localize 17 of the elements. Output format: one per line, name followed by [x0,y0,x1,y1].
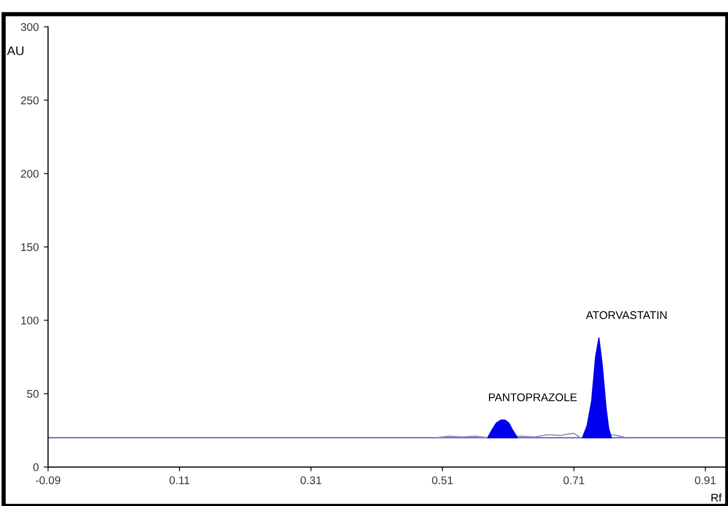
y-tick-label: 100 [21,316,39,324]
x-tick-label: 0.51 [432,476,453,484]
y-axis-title: AU [7,46,24,56]
x-tick-label: 0.31 [300,476,322,484]
annotation: ATORVASTATIN [586,311,667,320]
y-tick-label: 150 [21,243,39,252]
y-tick-label: 250 [21,96,39,104]
y-tick-label: 200 [21,170,39,178]
y-tick-label: 300 [20,23,39,31]
x-axis-title: Rf [712,493,722,502]
x-tick-label: -0.09 [36,476,60,484]
x-tick-label: 0.91 [694,476,716,484]
x-tick-label: 0.71 [564,476,584,484]
x-tick-label: 0.11 [170,476,190,484]
y-tick-label: 0 [33,463,39,472]
annotation: PANTOPRAZOLE [489,393,577,402]
y-tick-label: 50 [27,390,39,398]
